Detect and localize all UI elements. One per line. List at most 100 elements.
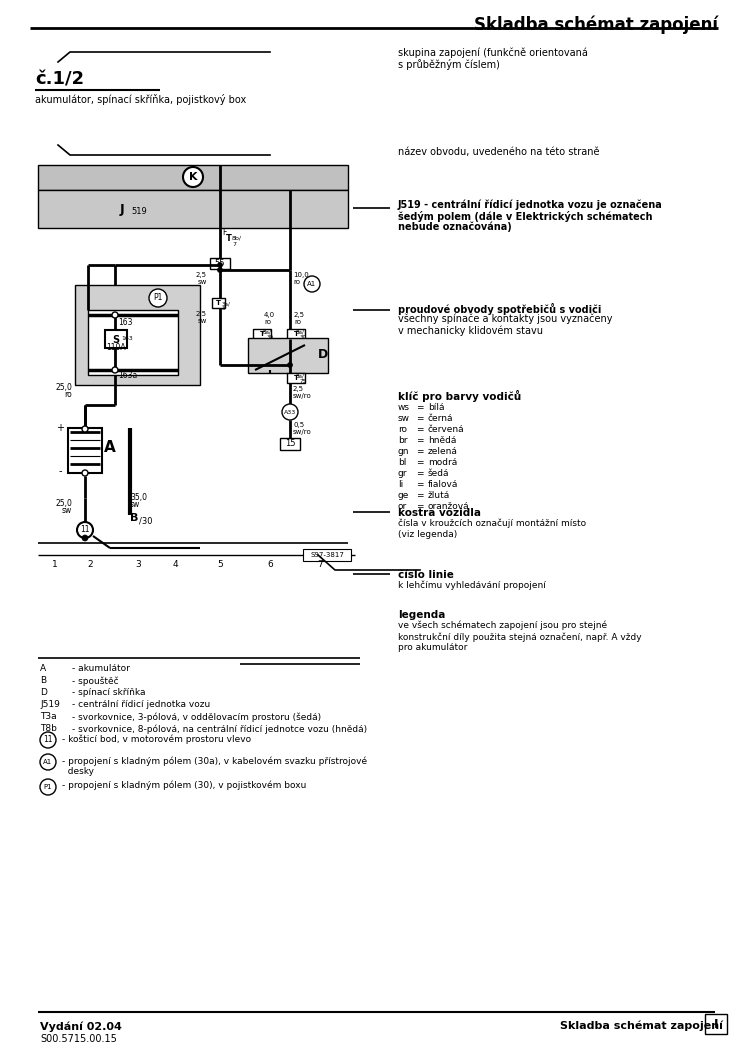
Text: 2,5: 2,5 bbox=[294, 312, 305, 318]
Text: br: br bbox=[398, 436, 408, 445]
Circle shape bbox=[82, 535, 88, 541]
Circle shape bbox=[77, 522, 93, 538]
Text: sw: sw bbox=[62, 506, 72, 515]
Text: 15: 15 bbox=[285, 439, 295, 449]
Text: 110A: 110A bbox=[106, 343, 126, 352]
Text: 163: 163 bbox=[118, 318, 132, 327]
Circle shape bbox=[217, 267, 222, 273]
Text: T: T bbox=[260, 331, 265, 337]
Text: ws: ws bbox=[398, 403, 410, 412]
Bar bbox=[38, 190, 348, 229]
Text: T: T bbox=[293, 331, 298, 337]
Text: B: B bbox=[40, 676, 46, 686]
Text: 0,5: 0,5 bbox=[293, 422, 304, 428]
Bar bbox=[287, 329, 305, 339]
Bar bbox=[105, 330, 127, 347]
Bar bbox=[88, 310, 178, 375]
Text: desky: desky bbox=[62, 767, 94, 776]
Text: 6: 6 bbox=[267, 560, 273, 569]
Text: - svorkovnice, 8-pólová, na centrální řídicí jednotce vozu (hnědá): - svorkovnice, 8-pólová, na centrální ří… bbox=[72, 724, 367, 734]
Text: bl: bl bbox=[398, 458, 406, 466]
Text: šedá: šedá bbox=[428, 469, 449, 478]
Text: bílá: bílá bbox=[428, 403, 444, 412]
Text: 30: 30 bbox=[300, 335, 307, 340]
Text: T: T bbox=[216, 300, 220, 306]
Bar bbox=[212, 298, 225, 307]
Text: T: T bbox=[293, 375, 298, 381]
Text: S00.5715.00.15: S00.5715.00.15 bbox=[40, 1034, 117, 1044]
Text: D: D bbox=[318, 349, 328, 361]
Bar bbox=[303, 549, 351, 561]
Text: K: K bbox=[189, 172, 197, 182]
Text: T: T bbox=[226, 234, 232, 243]
Text: 10,0: 10,0 bbox=[293, 272, 309, 278]
Bar bbox=[68, 428, 102, 473]
Text: 7: 7 bbox=[317, 560, 323, 569]
Text: akumulátor, spínací skříňka, pojistkový box: akumulátor, spínací skříňka, pojistkový … bbox=[35, 94, 246, 105]
Circle shape bbox=[40, 779, 56, 795]
Text: modrá: modrá bbox=[428, 458, 458, 466]
Text: B: B bbox=[130, 513, 138, 523]
Text: - spouštěč: - spouštěč bbox=[72, 676, 118, 686]
Text: 519: 519 bbox=[131, 207, 147, 217]
Text: hnědá: hnědá bbox=[428, 436, 456, 445]
Text: 3: 3 bbox=[135, 560, 141, 569]
Text: ro: ro bbox=[64, 390, 72, 399]
Text: =: = bbox=[416, 448, 423, 456]
Text: ro: ro bbox=[294, 319, 301, 325]
Text: název obvodu, uvedeného na této straně: název obvodu, uvedeného na této straně bbox=[398, 147, 600, 157]
Bar bbox=[287, 373, 305, 383]
Text: 11: 11 bbox=[80, 525, 90, 535]
Text: 25,0: 25,0 bbox=[55, 383, 72, 392]
Text: T8b: T8b bbox=[40, 724, 57, 733]
Text: konstrukční díly použita stejná označení, např. A vždy: konstrukční díly použita stejná označení… bbox=[398, 632, 641, 641]
Text: sw: sw bbox=[130, 500, 141, 509]
Text: 3: 3 bbox=[222, 306, 225, 311]
Text: F: F bbox=[222, 229, 226, 237]
Bar bbox=[75, 285, 200, 385]
Text: Vydání 02.04: Vydání 02.04 bbox=[40, 1022, 122, 1033]
Bar bbox=[253, 329, 271, 339]
Text: 30: 30 bbox=[267, 335, 274, 340]
Text: li: li bbox=[398, 480, 403, 489]
Text: ro: ro bbox=[293, 279, 300, 285]
Text: sw/ro: sw/ro bbox=[293, 393, 312, 399]
Bar bbox=[280, 438, 300, 450]
Circle shape bbox=[183, 167, 203, 187]
Text: 2,5: 2,5 bbox=[293, 386, 304, 392]
Text: - propojení s kladným pólem (30), v pojistkovém boxu: - propojení s kladným pólem (30), v poji… bbox=[62, 781, 307, 791]
Text: 8b/: 8b/ bbox=[232, 236, 242, 241]
Text: proudové obvody spotřebičů s vodiči: proudové obvody spotřebičů s vodiči bbox=[398, 303, 601, 315]
Text: =: = bbox=[416, 502, 423, 511]
Text: 7: 7 bbox=[232, 242, 236, 247]
Text: 2,5: 2,5 bbox=[196, 311, 207, 317]
Text: sw/ro: sw/ro bbox=[293, 429, 312, 435]
Text: legenda: legenda bbox=[398, 610, 446, 620]
Text: šedým polem (dále v Elektrických schématech: šedým polem (dále v Elektrických schémat… bbox=[398, 211, 652, 222]
Text: červená: červená bbox=[428, 425, 464, 434]
Text: -: - bbox=[58, 466, 62, 476]
Text: 35,0: 35,0 bbox=[130, 493, 147, 502]
Text: oranžová: oranžová bbox=[428, 502, 469, 511]
Text: ve všech schématech zapojení jsou pro stejné: ve všech schématech zapojení jsou pro st… bbox=[398, 621, 607, 631]
Text: sw: sw bbox=[398, 414, 410, 423]
Text: =: = bbox=[416, 414, 423, 423]
Text: A33: A33 bbox=[284, 410, 296, 415]
Text: žlutá: žlutá bbox=[428, 491, 450, 500]
Text: J: J bbox=[120, 202, 125, 216]
Circle shape bbox=[112, 367, 118, 373]
Text: ro: ro bbox=[398, 425, 407, 434]
Bar bbox=[248, 338, 328, 373]
Text: klíč pro barvy vodičů: klíč pro barvy vodičů bbox=[398, 390, 522, 402]
Text: 5: 5 bbox=[217, 560, 223, 569]
Text: - spínací skříňka: - spínací skříňka bbox=[72, 688, 146, 697]
Text: =: = bbox=[416, 480, 423, 489]
Text: všechny spínače a kontakty jsou vyznačeny: všechny spínače a kontakty jsou vyznačen… bbox=[398, 314, 612, 324]
Text: 1: 1 bbox=[52, 560, 58, 569]
Text: 4: 4 bbox=[172, 560, 178, 569]
Text: s průběžným číslem): s průběžným číslem) bbox=[398, 59, 500, 69]
Text: k lehčímu vyhledávání propojení: k lehčímu vyhledávání propojení bbox=[398, 581, 546, 591]
Bar bbox=[210, 258, 230, 269]
Text: 2,5: 2,5 bbox=[196, 272, 207, 278]
Text: sw: sw bbox=[198, 279, 207, 285]
